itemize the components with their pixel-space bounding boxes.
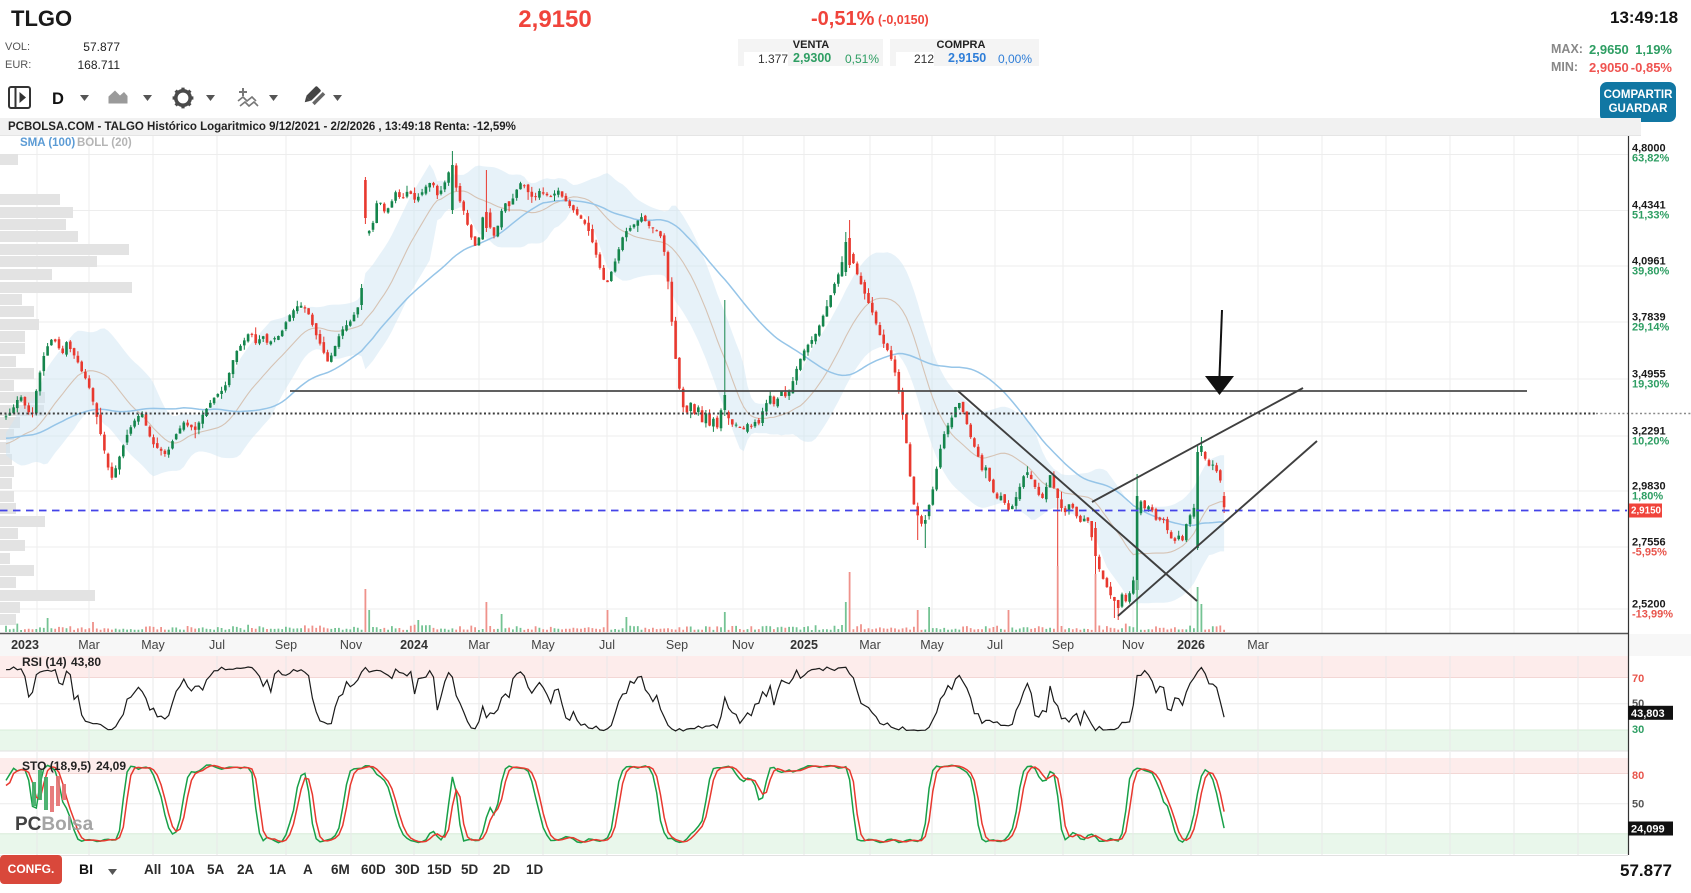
svg-text:24,09: 24,09 (96, 759, 126, 773)
svg-text:2023: 2023 (11, 638, 39, 652)
svg-text:Nov: Nov (1122, 638, 1145, 652)
svg-text:51,33%: 51,33% (1632, 209, 1670, 221)
svg-text:2,7556: 2,7556 (1632, 537, 1666, 549)
svg-text:29,14%: 29,14% (1632, 321, 1670, 333)
svg-text:39,80%: 39,80% (1632, 265, 1670, 277)
svg-text:3,7839: 3,7839 (1632, 312, 1666, 324)
svg-text:SMA (100): SMA (100) (20, 137, 75, 149)
svg-text:Nov: Nov (732, 638, 755, 652)
svg-text:BOLL (20): BOLL (20) (77, 137, 132, 149)
svg-text:10,20%: 10,20% (1632, 435, 1670, 447)
svg-text:Mar: Mar (78, 638, 100, 652)
svg-text:Sep: Sep (275, 638, 297, 652)
svg-text:2026: 2026 (1177, 638, 1205, 652)
svg-text:May: May (920, 638, 944, 652)
svg-text:Jul: Jul (987, 638, 1003, 652)
svg-text:STO (18,9,5): STO (18,9,5) (22, 759, 91, 773)
svg-text:Jul: Jul (209, 638, 225, 652)
svg-text:Mar: Mar (1247, 638, 1269, 652)
svg-text:43,80: 43,80 (71, 655, 101, 669)
svg-text:2,9830: 2,9830 (1632, 481, 1666, 493)
svg-text:4,0961: 4,0961 (1632, 256, 1666, 268)
svg-text:30: 30 (1632, 724, 1644, 736)
svg-text:3,2291: 3,2291 (1632, 426, 1666, 438)
svg-text:43,803: 43,803 (1631, 708, 1665, 720)
svg-text:63,82%: 63,82% (1632, 152, 1670, 164)
svg-text:Nov: Nov (340, 638, 363, 652)
svg-text:RSI (14): RSI (14) (22, 655, 67, 669)
svg-text:2,9150: 2,9150 (1631, 506, 1662, 517)
svg-text:80: 80 (1632, 770, 1644, 782)
svg-text:1,80%: 1,80% (1632, 490, 1663, 502)
svg-text:-13,99%: -13,99% (1632, 608, 1673, 620)
svg-text:Mar: Mar (468, 638, 490, 652)
svg-text:D: D (52, 90, 64, 108)
svg-text:24,099: 24,099 (1631, 824, 1665, 836)
svg-text:PCBolsa: PCBolsa (15, 814, 94, 835)
svg-text:4,4341: 4,4341 (1632, 200, 1666, 212)
svg-text:Mar: Mar (859, 638, 881, 652)
svg-text:May: May (531, 638, 555, 652)
svg-text:2025: 2025 (790, 638, 818, 652)
svg-text:70: 70 (1632, 673, 1644, 685)
svg-text:Jul: Jul (599, 638, 615, 652)
svg-text:4,8000: 4,8000 (1632, 143, 1666, 155)
svg-text:50: 50 (1632, 799, 1644, 811)
svg-text:May: May (141, 638, 165, 652)
svg-text:2024: 2024 (400, 638, 428, 652)
svg-text:Sep: Sep (666, 638, 688, 652)
svg-text:Sep: Sep (1052, 638, 1074, 652)
svg-text:3,4955: 3,4955 (1632, 369, 1666, 381)
svg-text:-5,95%: -5,95% (1632, 546, 1667, 558)
svg-text:19,30%: 19,30% (1632, 378, 1670, 390)
svg-text:2,5200: 2,5200 (1632, 599, 1666, 611)
